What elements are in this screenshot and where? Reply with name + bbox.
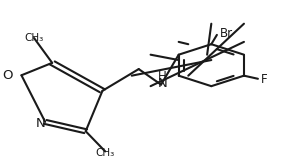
- Text: CH₃: CH₃: [96, 148, 115, 158]
- Text: O: O: [2, 69, 13, 82]
- Text: F: F: [261, 73, 267, 86]
- Text: H: H: [158, 70, 167, 83]
- Text: N: N: [36, 117, 46, 130]
- Text: Br: Br: [220, 27, 233, 40]
- Text: N: N: [158, 77, 167, 90]
- Text: CH₃: CH₃: [24, 33, 44, 43]
